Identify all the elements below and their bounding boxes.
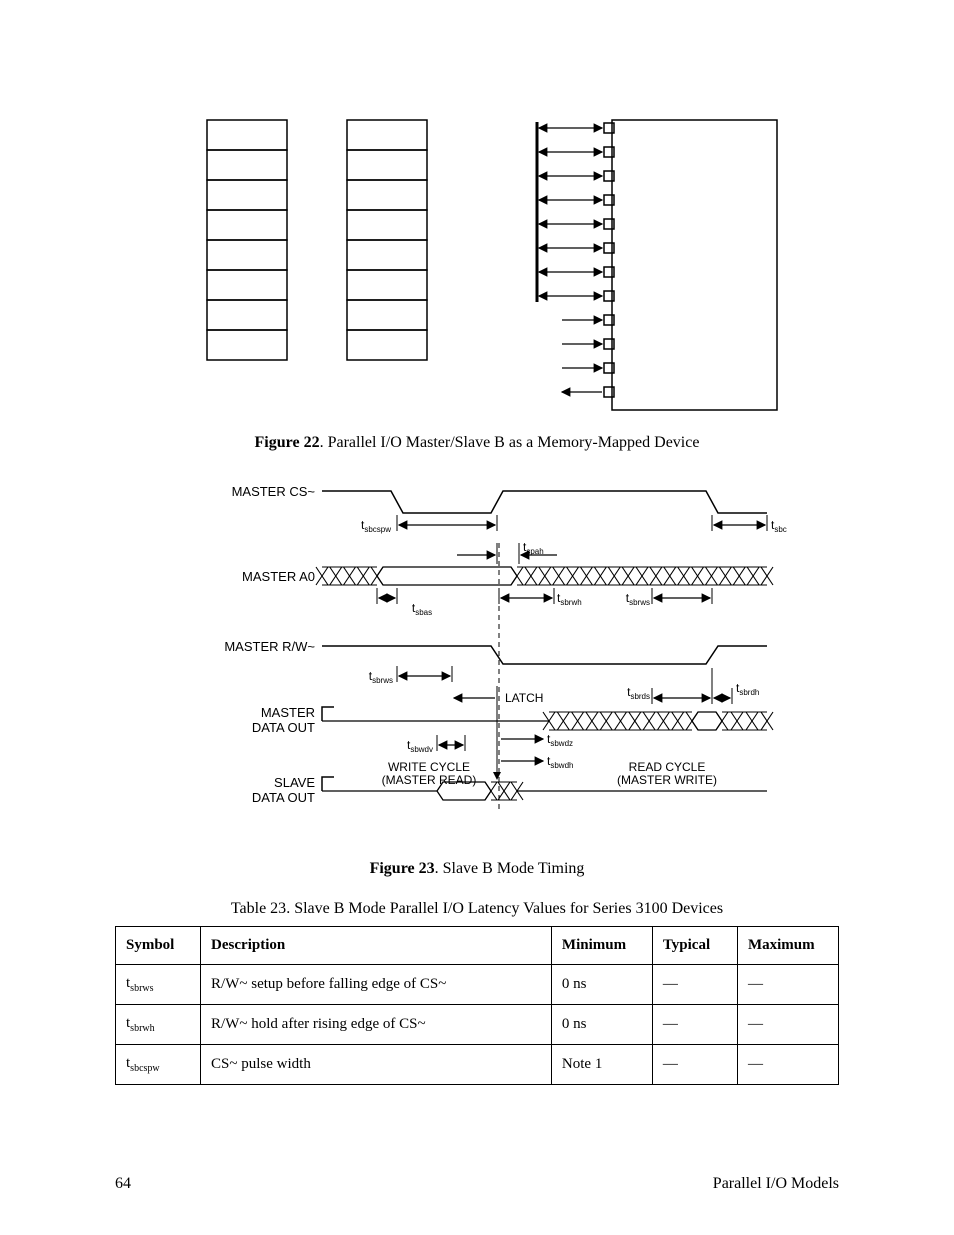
table-23-caption-rest: . Slave B Mode Parallel I/O Latency Valu… xyxy=(286,900,723,917)
cell-maximum: — xyxy=(737,1045,838,1085)
svg-text:tsbwdz: tsbwdz xyxy=(547,732,573,748)
table-header-row: Symbol Description Minimum Typical Maxim… xyxy=(116,927,839,965)
figure-23-svg: MASTER CS~ tsbcspw tsbcspw tspah MASTER A0 ts… xyxy=(167,466,787,846)
page-number: 64 xyxy=(115,1175,131,1193)
figure-22-caption-bold: Figure 22 xyxy=(255,434,320,451)
cell-typical: — xyxy=(652,1045,737,1085)
svg-text:tsbrwh: tsbrwh xyxy=(557,591,582,607)
svg-text:(MASTER READ): (MASTER READ) xyxy=(382,773,477,787)
svg-text:tsbcspw: tsbcspw xyxy=(771,518,787,534)
cell-minimum: 0 ns xyxy=(551,1005,652,1045)
svg-text:WRITE CYCLE: WRITE CYCLE xyxy=(388,760,470,774)
svg-text:tsbwdv: tsbwdv xyxy=(407,738,433,754)
svg-text:SLAVE: SLAVE xyxy=(274,775,315,790)
svg-text:tsbcspw: tsbcspw xyxy=(361,518,391,534)
svg-text:DATA OUT: DATA OUT xyxy=(252,790,315,805)
latency-table: Symbol Description Minimum Typical Maxim… xyxy=(115,926,839,1085)
th-symbol: Symbol xyxy=(116,927,201,965)
svg-text:LATCH: LATCH xyxy=(505,691,543,705)
svg-text:tsbwdh: tsbwdh xyxy=(547,754,573,770)
page-footer: 64 Parallel I/O Models xyxy=(115,1175,839,1193)
cell-maximum: — xyxy=(737,965,838,1005)
table-row: tsbcspwCS~ pulse widthNote 1—— xyxy=(116,1045,839,1085)
svg-text:READ CYCLE: READ CYCLE xyxy=(629,760,706,774)
cell-typical: — xyxy=(652,1005,737,1045)
svg-text:tsbrws: tsbrws xyxy=(626,591,650,607)
svg-text:DATA OUT: DATA OUT xyxy=(252,720,315,735)
table-23-caption-bold: Table 23 xyxy=(231,900,286,917)
section-title: Parallel I/O Models xyxy=(713,1175,839,1193)
cell-minimum: 0 ns xyxy=(551,965,652,1005)
svg-text:MASTER A0: MASTER A0 xyxy=(242,569,315,584)
th-maximum: Maximum xyxy=(737,927,838,965)
cell-description: R/W~ setup before falling edge of CS~ xyxy=(201,965,552,1005)
cell-minimum: Note 1 xyxy=(551,1045,652,1085)
figure-22-caption-rest: . Parallel I/O Master/Slave B as a Memor… xyxy=(320,434,700,451)
svg-text:tsbas: tsbas xyxy=(412,601,432,617)
figure-22-svg xyxy=(167,110,787,420)
svg-text:tsbrws: tsbrws xyxy=(369,669,393,685)
svg-text:tspah: tspah xyxy=(523,540,544,556)
figure-23-caption: Figure 23. Slave B Mode Timing xyxy=(115,860,839,878)
th-typical: Typical xyxy=(652,927,737,965)
cell-symbol: tsbrwh xyxy=(116,1005,201,1045)
figure-23-caption-bold: Figure 23 xyxy=(370,860,435,877)
figure-22-caption: Figure 22. Parallel I/O Master/Slave B a… xyxy=(115,434,839,452)
cell-symbol: tsbrws xyxy=(116,965,201,1005)
th-minimum: Minimum xyxy=(551,927,652,965)
figure-22: Figure 22. Parallel I/O Master/Slave B a… xyxy=(115,110,839,452)
cell-maximum: — xyxy=(737,1005,838,1045)
svg-text:MASTER CS~: MASTER CS~ xyxy=(232,484,316,499)
th-description: Description xyxy=(201,927,552,965)
figure-23-caption-rest: . Slave B Mode Timing xyxy=(435,860,585,877)
table-row: tsbrwsR/W~ setup before falling edge of … xyxy=(116,965,839,1005)
table-row: tsbrwhR/W~ hold after rising edge of CS~… xyxy=(116,1005,839,1045)
svg-text:MASTER: MASTER xyxy=(261,705,315,720)
cell-description: CS~ pulse width xyxy=(201,1045,552,1085)
cell-symbol: tsbcspw xyxy=(116,1045,201,1085)
svg-text:tsbrds: tsbrds xyxy=(627,685,650,701)
cell-description: R/W~ hold after rising edge of CS~ xyxy=(201,1005,552,1045)
svg-text:MASTER R/W~: MASTER R/W~ xyxy=(224,639,315,654)
cell-typical: — xyxy=(652,965,737,1005)
svg-text:tsbrdh: tsbrdh xyxy=(736,681,759,697)
table-23-caption: Table 23. Slave B Mode Parallel I/O Late… xyxy=(115,900,839,918)
figure-23: MASTER CS~ tsbcspw tsbcspw tspah MASTER A0 ts… xyxy=(115,466,839,878)
svg-text:(MASTER WRITE): (MASTER WRITE) xyxy=(617,773,717,787)
